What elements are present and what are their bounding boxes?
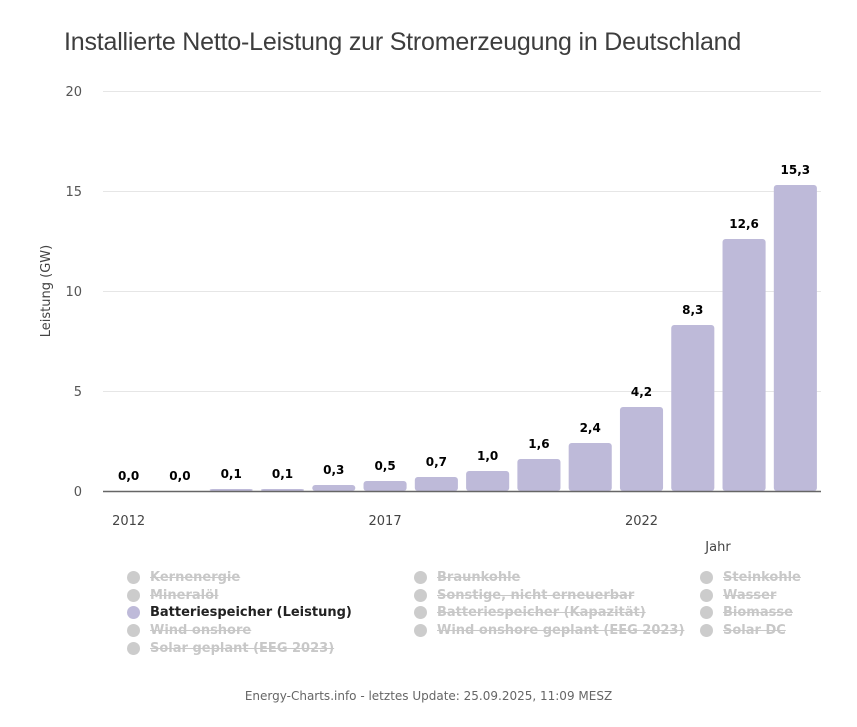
legend-item[interactable]: Batteriespeicher (Kapazität)	[414, 605, 646, 620]
legend-marker-icon	[127, 571, 140, 584]
data-label-2023: 8,3	[682, 303, 703, 317]
legend-item-label: Steinkohle	[723, 570, 801, 585]
legend-marker-icon	[414, 571, 427, 584]
x-tick-label: 2017	[369, 514, 402, 529]
legend-item-label: Kernenergie	[150, 570, 241, 585]
legend-item[interactable]: Batteriespeicher (Leistung)	[127, 605, 352, 620]
legend-item-label: Sonstige, nicht erneuerbar	[437, 587, 635, 603]
bar-2025[interactable]	[773, 185, 817, 491]
legend-item[interactable]: Sonstige, nicht erneuerbar	[414, 588, 634, 603]
y-tick-label: 15	[65, 185, 82, 200]
bar-2014[interactable]	[209, 489, 253, 491]
legend-marker-icon	[700, 571, 713, 584]
legend-marker-icon	[700, 606, 713, 620]
legend-item-label: Mineralöl	[150, 587, 219, 603]
legend-item-label: Solar DC	[723, 623, 786, 639]
legend-item[interactable]: Wasser	[700, 588, 776, 603]
legend-marker-icon	[127, 588, 140, 602]
legend-marker-icon	[700, 624, 713, 638]
legend-item[interactable]: Wind onshore	[127, 623, 251, 638]
legend-item[interactable]: Solar DC	[700, 623, 786, 638]
y-tick-label: 5	[74, 385, 82, 400]
y-tick-label: 10	[65, 285, 82, 300]
legend-item-label: Batteriespeicher (Leistung)	[150, 605, 352, 621]
legend-item[interactable]: Solar geplant (EEG 2023)	[127, 641, 334, 656]
y-tick-label: 20	[65, 85, 82, 100]
data-label-2017: 0,5	[374, 459, 395, 473]
bar-2021[interactable]	[568, 443, 612, 491]
footer-credit: Energy-Charts.info - letztes Update: 25.…	[244, 689, 613, 703]
legend-item[interactable]: Braunkohle	[414, 570, 520, 585]
data-label-2020: 1,6	[528, 437, 549, 451]
data-label-2012: 0,0	[118, 469, 139, 483]
bar-2018[interactable]	[414, 477, 458, 491]
bar-2023[interactable]	[671, 325, 715, 491]
legend-marker-icon	[414, 588, 427, 602]
x-tick-label: 2022	[625, 514, 658, 529]
data-label-2019: 1,0	[477, 449, 498, 463]
data-label-2022: 4,2	[631, 385, 652, 399]
data-label-2015: 0,1	[272, 467, 293, 481]
legend-marker-icon	[127, 641, 140, 655]
x-axis-ticks: 2012 2017 2022	[112, 514, 658, 529]
legend-item-label: Biomasse	[723, 605, 793, 621]
y-axis-label: Leistung (GW)	[39, 245, 54, 337]
data-label-2013: 0,0	[169, 469, 190, 483]
data-label-2016: 0,3	[323, 463, 344, 477]
bar-2015[interactable]	[260, 489, 305, 491]
legend-marker-icon	[414, 624, 427, 638]
bar-2017[interactable]	[363, 481, 407, 491]
legend: Kernenergie Mineralöl Batteriespeicher (Le…	[0, 570, 857, 670]
legend-item-label: Batteriespeicher (Kapazität)	[437, 605, 646, 621]
legend-item-label: Solar geplant (EEG 2023)	[150, 640, 335, 656]
legend-item[interactable]: Biomasse	[700, 605, 793, 620]
y-tick-label: 0	[74, 485, 82, 500]
legend-item[interactable]: Wind onshore geplant (EEG 2023)	[414, 623, 684, 638]
bar-2019[interactable]	[466, 471, 510, 491]
data-label-2025: 15,3	[781, 163, 811, 177]
x-axis-label: Jahr	[704, 540, 731, 555]
legend-item[interactable]: Steinkohle	[700, 570, 801, 585]
legend-item-label: Wind onshore geplant (EEG 2023)	[437, 623, 685, 639]
legend-item[interactable]: Kernenergie	[127, 570, 240, 585]
bar-2022[interactable]	[619, 407, 664, 491]
data-label-2021: 2,4	[580, 421, 601, 435]
bars	[209, 185, 817, 491]
data-label-2014: 0,1	[221, 467, 242, 481]
legend-item-label: Braunkohle	[437, 570, 521, 585]
data-labels: 0,0 0,0 0,1 0,1 0,3 0,5 0,7 1,0 1,6 2,4 4,2 8,3 12,6…	[118, 163, 810, 483]
legend-marker-icon	[700, 588, 713, 602]
y-axis-ticks: 0 5 10 15 20	[65, 85, 82, 500]
x-tick-label: 2012	[112, 514, 145, 529]
legend-item-label: Wind onshore	[150, 623, 252, 639]
bar-2024[interactable]	[722, 239, 766, 491]
legend-marker-icon	[127, 624, 140, 638]
bar-2016[interactable]	[312, 485, 356, 491]
legend-marker-icon	[414, 606, 427, 620]
legend-item-label: Wasser	[723, 587, 777, 603]
chart-title: Installierte Netto-Leistung zur Stromerz…	[64, 28, 742, 56]
data-label-2024: 12,6	[729, 217, 759, 231]
legend-marker-icon	[127, 606, 140, 620]
data-label-2018: 0,7	[426, 455, 447, 469]
bar-2020[interactable]	[517, 459, 561, 491]
legend-item[interactable]: Mineralöl	[127, 588, 219, 603]
